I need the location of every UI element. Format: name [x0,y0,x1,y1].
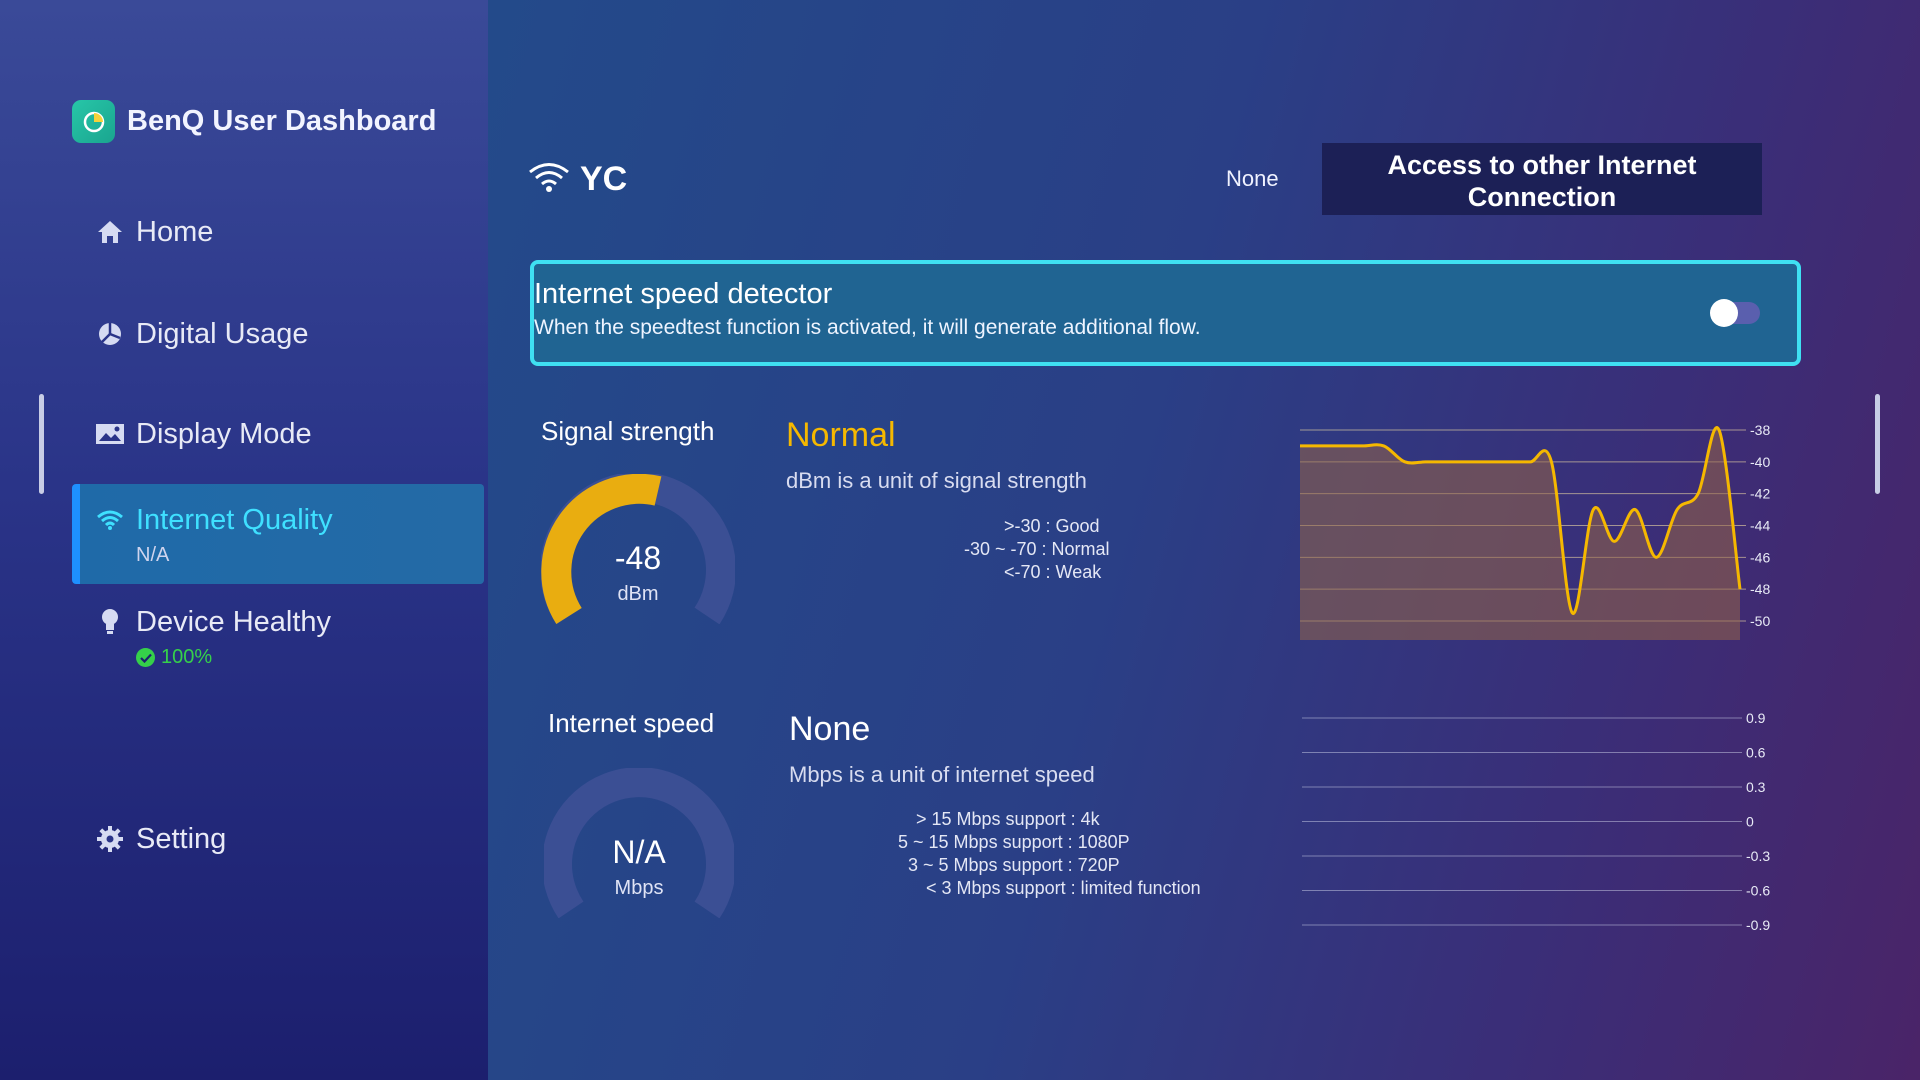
sidebar-item-sublabel: N/A [136,544,170,566]
sidebar-item-label: Setting [136,823,227,855]
speed-history-chart: 0.9 0.6 0.3 0 -0.3 -0.6 -0.9 [1302,710,1770,933]
access-other-connection-button[interactable]: Access to other Internet Connection [1322,143,1762,215]
app-title: BenQ User Dashboard [127,105,437,137]
sidebar-item-label: Device Healthy [136,606,332,638]
sidebar-item-label: Digital Usage [136,318,309,350]
speed-legend-720p: 3 ~ 5 Mbps support : 720P [908,855,1120,875]
network-header: YC [528,160,627,199]
sidebar-item-label: Home [136,216,214,248]
lightbulb-icon [90,602,130,642]
signal-status: Normal [786,416,896,454]
signal-legend-weak: <-70 : Weak [1004,562,1102,582]
y-tick-label: -48 [1750,581,1770,597]
signal-unit: dBm [617,583,659,605]
wifi-icon [90,500,130,540]
area-fill [1300,427,1740,640]
detector-description: When the speedtest function is activated… [534,316,1201,339]
brand: BenQ User Dashboard [72,100,436,143]
sidebar-item-label: Display Mode [136,418,312,450]
signal-value: -48 [614,540,662,576]
signal-legend-normal: -30 ~ -70 : Normal [964,539,1110,559]
speed-legend-limited: < 3 Mbps support : limited function [926,878,1201,898]
wifi-icon [528,161,570,198]
y-tick-label: -0.3 [1746,848,1770,864]
sidebar-item-home[interactable]: Home [72,212,484,252]
sidebar-item-setting[interactable]: Setting [72,819,484,859]
sidebar: BenQ User Dashboard Home Digital Usage D… [0,0,488,1080]
speed-legend-4k: > 15 Mbps support : 4k [916,809,1100,829]
speed-detector-toggle[interactable] [1710,299,1760,327]
internet-speed-title: Internet speed [548,708,715,738]
pie-chart-icon [90,314,130,354]
signal-gauge [541,474,735,624]
series-line [1300,426,1742,615]
network-ssid: YC [580,160,628,198]
signal-history-chart: -38 -40 -42 -44 -46 -48 -50 [1300,422,1770,640]
connection-status: None [1226,166,1279,191]
sidebar-scrollbar[interactable] [39,394,44,494]
y-tick-label: 0 [1746,814,1754,830]
speed-legend-1080p: 5 ~ 15 Mbps support : 1080P [898,832,1130,852]
health-percent: 100% [161,646,213,668]
sidebar-item-internet-quality[interactable]: Internet Quality N/A [72,484,484,584]
speed-unit-description: Mbps is a unit of internet speed [789,762,1095,787]
check-circle-icon [136,648,155,667]
sidebar-item-label: Internet Quality [136,504,333,536]
sidebar-item-display-mode[interactable]: Display Mode [72,414,484,454]
main-scrollbar[interactable] [1875,394,1880,494]
speed-unit: Mbps [614,877,664,899]
y-tick-label: -40 [1750,454,1770,470]
y-tick-label: -50 [1750,613,1770,629]
detector-title: Internet speed detector [534,278,833,310]
image-icon [90,414,130,454]
signal-legend-good: >-30 : Good [1004,516,1100,536]
health-status: 100% [136,646,331,669]
y-tick-label: -46 [1750,549,1770,565]
toggle-knob [1710,299,1738,327]
y-tick-label: 0.3 [1746,779,1766,795]
speed-value: N/A [612,834,666,870]
gear-icon [90,819,130,859]
home-icon [90,212,130,252]
sidebar-item-digital-usage[interactable]: Digital Usage [72,314,484,354]
speed-detector-panel: Internet speed detector When the speedte… [530,260,1801,366]
signal-unit-description: dBm is a unit of signal strength [786,468,1087,493]
y-tick-label: -44 [1750,518,1770,534]
app-logo-icon [72,100,115,143]
speed-gauge [544,768,734,918]
y-tick-label: -42 [1750,486,1770,502]
y-tick-label: -0.9 [1746,917,1770,933]
y-tick-label: 0.6 [1746,745,1766,761]
y-tick-label: -38 [1750,422,1770,438]
y-tick-label: 0.9 [1746,710,1766,726]
speed-status: None [789,710,871,748]
y-tick-label: -0.6 [1746,883,1770,899]
signal-strength-title: Signal strength [541,416,715,446]
sidebar-item-device-healthy[interactable]: Device Healthy 100% [72,602,484,669]
